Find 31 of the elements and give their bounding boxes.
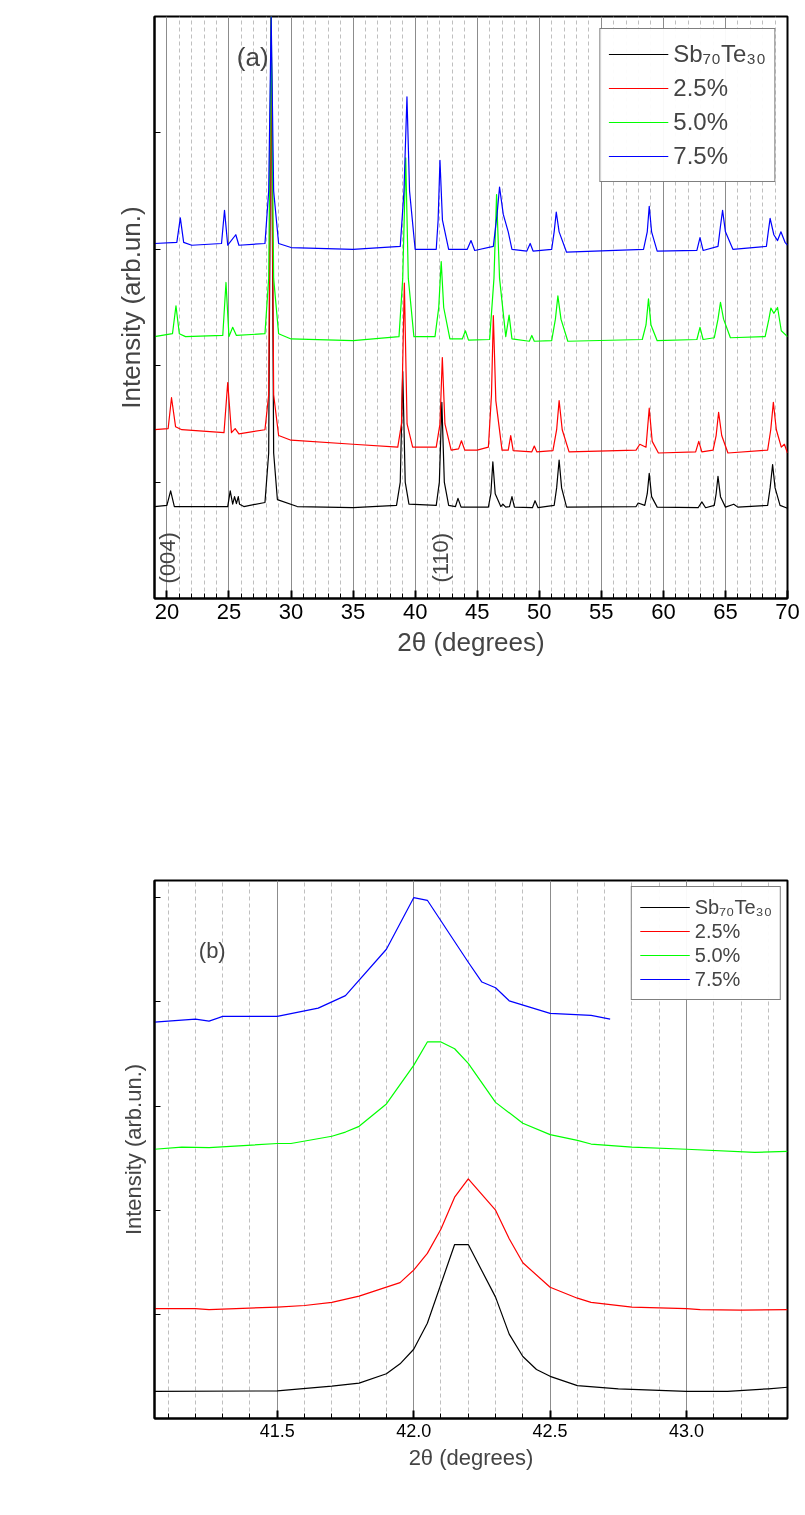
- legend-label: 5.0%: [694, 943, 741, 967]
- annotation: (004): [154, 532, 180, 584]
- x-tick-label: 20: [154, 598, 180, 624]
- x-tick-label: 40: [402, 598, 428, 624]
- x-tick-label: 35: [340, 598, 366, 624]
- x-tick-label: 30: [278, 598, 304, 624]
- annotation: (110): [428, 532, 454, 583]
- x-axis-title: 2θ (degrees): [397, 626, 545, 657]
- legend-label: 2.5%: [694, 919, 741, 943]
- legend-label: 7.5%: [673, 141, 729, 171]
- x-tick-label: 43.0: [669, 1420, 705, 1441]
- legend-label: 2.5%: [673, 73, 729, 103]
- x-tick-label: 42.5: [532, 1420, 568, 1441]
- legend-label: 5.0%: [673, 107, 729, 137]
- y-axis-title: Intensity (arb.un.): [120, 1063, 146, 1236]
- x-tick-label: 25: [216, 598, 242, 624]
- x-tick-label: 45: [464, 598, 490, 624]
- y-axis-title: Intensity (arb.un.): [115, 206, 146, 409]
- annotation: (b): [198, 937, 226, 963]
- x-axis-title: 2θ (degrees): [408, 1444, 534, 1470]
- legend-label: 7.5%: [694, 967, 741, 991]
- x-tick-label: 42.0: [396, 1420, 432, 1441]
- x-tick-label: 70: [775, 598, 800, 624]
- x-tick-label: 50: [527, 598, 552, 624]
- x-tick-label: 41.5: [259, 1420, 295, 1441]
- x-tick-label: 55: [589, 598, 614, 624]
- x-tick-label: 60: [651, 598, 676, 624]
- legend-label: Sb₇₀Te₃₀: [673, 39, 766, 69]
- legend-label: Sb₇₀Te₃₀: [694, 895, 772, 919]
- x-tick-label: 65: [713, 598, 738, 624]
- annotation: (a): [236, 42, 269, 73]
